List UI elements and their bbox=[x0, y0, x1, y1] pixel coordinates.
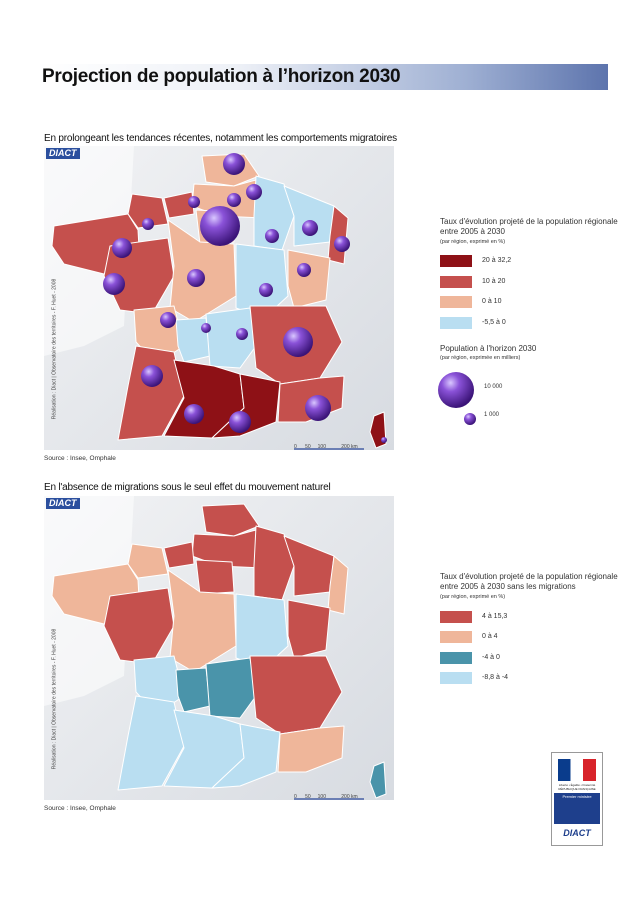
population-bubble bbox=[200, 206, 240, 246]
map2-legend-note: (par région, exprimé en %) bbox=[440, 594, 506, 600]
population-bubble bbox=[236, 328, 248, 340]
region-centre bbox=[167, 569, 237, 673]
region-paca bbox=[277, 725, 345, 773]
map1-svg bbox=[44, 146, 387, 450]
population-bubble bbox=[223, 153, 245, 175]
population-bubble bbox=[184, 404, 204, 424]
region-languedoc-roussillon bbox=[211, 373, 281, 439]
map1-panel: DIACT Réalisation : Diact | Observatoire… bbox=[44, 146, 394, 450]
map2-svg bbox=[44, 496, 387, 800]
map2-swatch-1 bbox=[440, 631, 472, 643]
region-lorraine bbox=[283, 185, 335, 247]
map2-swatch-label-1: 0 à 4 bbox=[482, 633, 498, 640]
bubble-legend-small bbox=[464, 413, 476, 425]
map2-subtitle: En l'absence de migrations sous le seul … bbox=[44, 482, 331, 493]
population-bubble bbox=[334, 236, 350, 252]
region-haute-normandie bbox=[163, 191, 195, 219]
map1-swatch-label-2: 0 à 10 bbox=[482, 298, 502, 305]
map1-bubbles-note: (par région, exprimée en milliers) bbox=[440, 355, 521, 361]
diact-logo: DIACT bbox=[563, 828, 591, 838]
region-franche-comte bbox=[287, 249, 331, 309]
map2-swatch-0 bbox=[440, 611, 472, 623]
map2-scale-labels: 0 50 100 200 km bbox=[294, 794, 358, 800]
map2-scalebar bbox=[294, 798, 364, 800]
population-bubble bbox=[265, 229, 279, 243]
map1-credit: Réalisation : Diact | Observatoire des t… bbox=[51, 278, 58, 420]
population-bubble bbox=[283, 327, 313, 357]
map2-swatch-label-0: 4 à 15,3 bbox=[482, 613, 508, 620]
region-auvergne bbox=[205, 657, 257, 719]
bubble-legend-svg bbox=[438, 372, 476, 425]
map1-swatch-2 bbox=[440, 296, 472, 308]
population-bubble bbox=[103, 273, 125, 295]
map1-swatch-label-3: -5,5 à 0 bbox=[482, 319, 506, 326]
region-languedoc-roussillon bbox=[211, 723, 281, 789]
title-bar bbox=[36, 64, 608, 90]
map1-swatch-0 bbox=[440, 255, 472, 267]
map2-swatch-label-2: -4 à 0 bbox=[482, 654, 500, 661]
region-aquitaine bbox=[117, 695, 185, 791]
region-haute-normandie bbox=[163, 541, 195, 569]
region-franche-comte bbox=[287, 599, 331, 659]
region-lorraine bbox=[283, 535, 335, 597]
population-bubble bbox=[112, 238, 132, 258]
map2-swatch-2 bbox=[440, 652, 472, 664]
government-logo: Liberté • Égalité • Fraternité RÉPUBLIQU… bbox=[551, 752, 603, 846]
population-bubble bbox=[160, 312, 176, 328]
population-bubble bbox=[305, 395, 331, 421]
map2-diact-logo: DIACT bbox=[46, 498, 80, 509]
bubble-legend-label-large: 10 000 bbox=[484, 384, 503, 390]
map2-legend-title: Taux d'évolution projeté de la populatio… bbox=[440, 572, 618, 591]
map1-swatch-label-1: 10 à 20 bbox=[482, 278, 506, 285]
population-bubble bbox=[246, 184, 262, 200]
region-nord-pas-de-calais bbox=[201, 503, 260, 537]
map1-subtitle: En prolongeant les tendances récentes, n… bbox=[44, 133, 397, 144]
map2-swatch-3 bbox=[440, 672, 472, 684]
map1-bubbles-title: Population à l'horizon 2030 bbox=[440, 344, 537, 353]
republic-motto: Liberté • Égalité • Fraternité RÉPUBLIQU… bbox=[558, 783, 596, 791]
population-bubble bbox=[229, 411, 251, 433]
region-corse bbox=[369, 761, 387, 799]
map1-source: Source : Insee, Omphale bbox=[44, 455, 116, 462]
region-ile-de-france bbox=[195, 559, 235, 595]
map2-credit: Réalisation : Diact | Observatoire des t… bbox=[51, 628, 58, 770]
page-title: Projection de population à l’horizon 203… bbox=[42, 66, 401, 87]
population-bubble bbox=[302, 220, 318, 236]
region-basse-normandie bbox=[127, 543, 169, 579]
map2-source: Source : Insee, Omphale bbox=[44, 805, 116, 812]
map2-swatch-label-3: -8,8 à -4 bbox=[482, 674, 509, 681]
map1-scalebar bbox=[294, 448, 364, 450]
population-bubble bbox=[297, 263, 311, 277]
premier-ministre-label: Premier ministre bbox=[554, 793, 600, 824]
map1-swatch-3 bbox=[440, 317, 472, 329]
region-auvergne bbox=[205, 307, 257, 369]
map1-legend-note: (par région, exprimé en %) bbox=[440, 239, 506, 245]
population-bubble bbox=[187, 269, 205, 287]
marianne-flag-icon bbox=[558, 759, 596, 781]
population-bubble bbox=[188, 196, 200, 208]
population-bubble bbox=[381, 437, 387, 443]
bubble-legend-label-small: 1 000 bbox=[484, 412, 500, 418]
region-alsace bbox=[327, 555, 349, 615]
region-aquitaine bbox=[117, 345, 185, 441]
region-rhone-alpes bbox=[249, 655, 343, 735]
map2-panel: DIACT Réalisation : Diact | Observatoire… bbox=[44, 496, 394, 800]
population-bubble bbox=[142, 218, 154, 230]
population-bubble bbox=[227, 193, 241, 207]
map1-swatch-1 bbox=[440, 276, 472, 288]
map1-legend-title: Taux d'évolution projeté de la populatio… bbox=[440, 217, 618, 236]
population-bubble bbox=[141, 365, 163, 387]
population-bubble bbox=[201, 323, 211, 333]
region-limousin bbox=[175, 667, 211, 713]
map1-scale-labels: 0 50 100 200 km bbox=[294, 444, 358, 450]
bubble-legend-large bbox=[438, 372, 474, 408]
population-bubbles bbox=[103, 153, 387, 443]
map1-swatch-label-0: 20 à 32,2 bbox=[482, 257, 512, 264]
population-bubble bbox=[259, 283, 273, 297]
map1-diact-logo: DIACT bbox=[46, 148, 80, 159]
